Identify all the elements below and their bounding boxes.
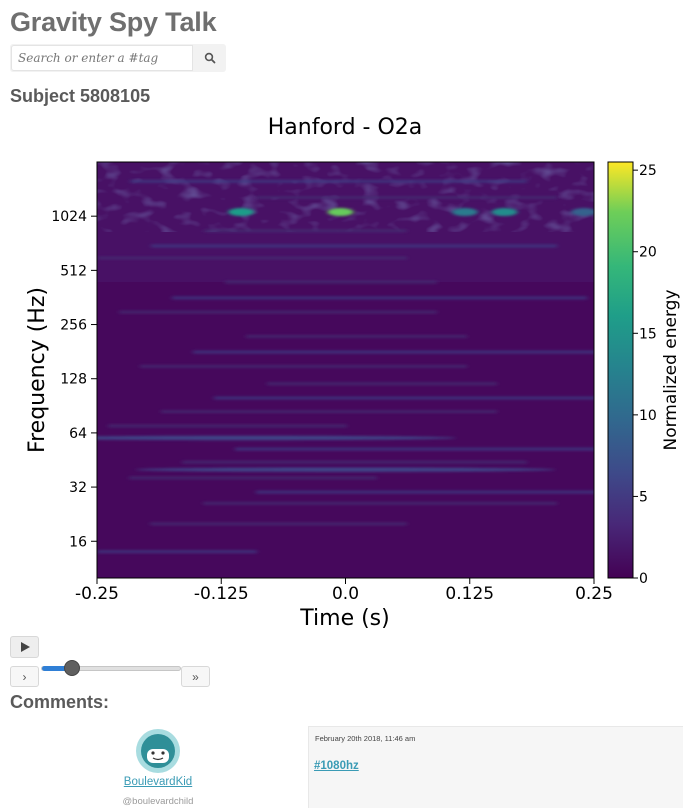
- background-band: [172, 296, 587, 300]
- background-band: [98, 256, 407, 260]
- comments-heading: Comments:: [10, 692, 110, 712]
- background-band: [129, 476, 377, 480]
- x-tick-label: 0.125: [445, 584, 494, 604]
- background-band: [130, 179, 527, 183]
- energy-feature: [228, 208, 255, 217]
- colorbar-tick-label: 5: [639, 489, 648, 505]
- search-bar: [10, 44, 226, 72]
- colorbar-axis: 0 5 10 15 20 25: [633, 163, 657, 587]
- comment-author-link[interactable]: BoulevardKid: [123, 776, 193, 788]
- y-tick-label: 64: [69, 426, 87, 442]
- page-title: Gravity Spy Talk: [10, 7, 217, 37]
- colorbar: [608, 162, 633, 578]
- energy-feature: [97, 435, 457, 441]
- comment-author-handle: @boulevardchild: [122, 796, 194, 807]
- background-band: [257, 196, 557, 200]
- comment-timestamp[interactable]: February 20th 2018, 11:46 am: [315, 734, 416, 743]
- energy-feature: [327, 208, 354, 217]
- x-tick-label: 0.25: [575, 584, 613, 604]
- frame-slider[interactable]: [41, 660, 181, 676]
- search-icon: [204, 52, 216, 64]
- background-band: [97, 550, 257, 554]
- x-axis: -0.25 -0.125 0.0 0.125 0.25: [75, 578, 613, 604]
- search-button[interactable]: [194, 44, 226, 72]
- y-tick-label: 128: [60, 372, 87, 388]
- chart-title: Hanford - O2a: [268, 115, 423, 140]
- colorbar-tick-label: 20: [639, 245, 657, 261]
- y-tick-label: 16: [69, 534, 87, 550]
- energy-feature: [451, 208, 478, 217]
- spectrogram-plot-area: [97, 162, 594, 578]
- background-band: [246, 334, 467, 338]
- x-tick-label: -0.125: [194, 584, 249, 604]
- background-band: [151, 244, 557, 248]
- y-axis-label: Frequency (Hz): [25, 287, 50, 453]
- energy-feature: [571, 208, 594, 217]
- background-band: [140, 364, 467, 368]
- search-input[interactable]: [11, 45, 193, 71]
- slider-fill: [42, 666, 73, 671]
- x-axis-label: Time (s): [299, 606, 389, 631]
- background-band: [204, 229, 407, 233]
- colorbar-tick-label: 10: [639, 408, 657, 424]
- colorbar-label: Normalized energy: [661, 289, 681, 450]
- energy-feature: [491, 208, 518, 217]
- background-band: [161, 410, 497, 414]
- colorbar-tick-label: 0: [639, 571, 648, 587]
- comment-item: February 20th 2018, 11:46 am #1080hz: [308, 726, 683, 808]
- background-band: [119, 310, 437, 314]
- play-icon: [20, 642, 30, 652]
- comment-tag-link[interactable]: #1080hz: [314, 760, 359, 772]
- y-tick-label: 256: [60, 318, 87, 334]
- fast-forward-button[interactable]: »: [181, 666, 210, 687]
- background-band: [267, 382, 497, 386]
- step-forward-button[interactable]: ›: [10, 666, 39, 687]
- background-band: [225, 280, 437, 284]
- colorbar-tick-label: 15: [639, 326, 657, 342]
- background-band: [256, 490, 594, 494]
- x-tick-label: -0.25: [75, 584, 119, 604]
- y-tick-label: 512: [60, 263, 87, 279]
- avatar[interactable]: [136, 729, 180, 773]
- energy-feature: [135, 467, 556, 472]
- y-tick-label: 32: [69, 480, 87, 496]
- background-band: [235, 447, 594, 451]
- slider-thumb[interactable]: [64, 660, 81, 676]
- subject-title: Subject 5808105: [10, 86, 151, 106]
- background-band: [150, 522, 407, 526]
- colorbar-tick-label: 25: [639, 163, 657, 179]
- background-band: [214, 396, 594, 400]
- background-band: [193, 350, 594, 354]
- play-button[interactable]: [10, 636, 39, 658]
- background-band: [108, 424, 347, 428]
- x-tick-label: 0.0: [332, 584, 359, 604]
- y-tick-label: 1024: [51, 209, 87, 225]
- y-axis: 16 32 64 128 256 512 1024: [51, 209, 97, 550]
- background-band: [203, 501, 557, 505]
- background-band: [182, 460, 527, 464]
